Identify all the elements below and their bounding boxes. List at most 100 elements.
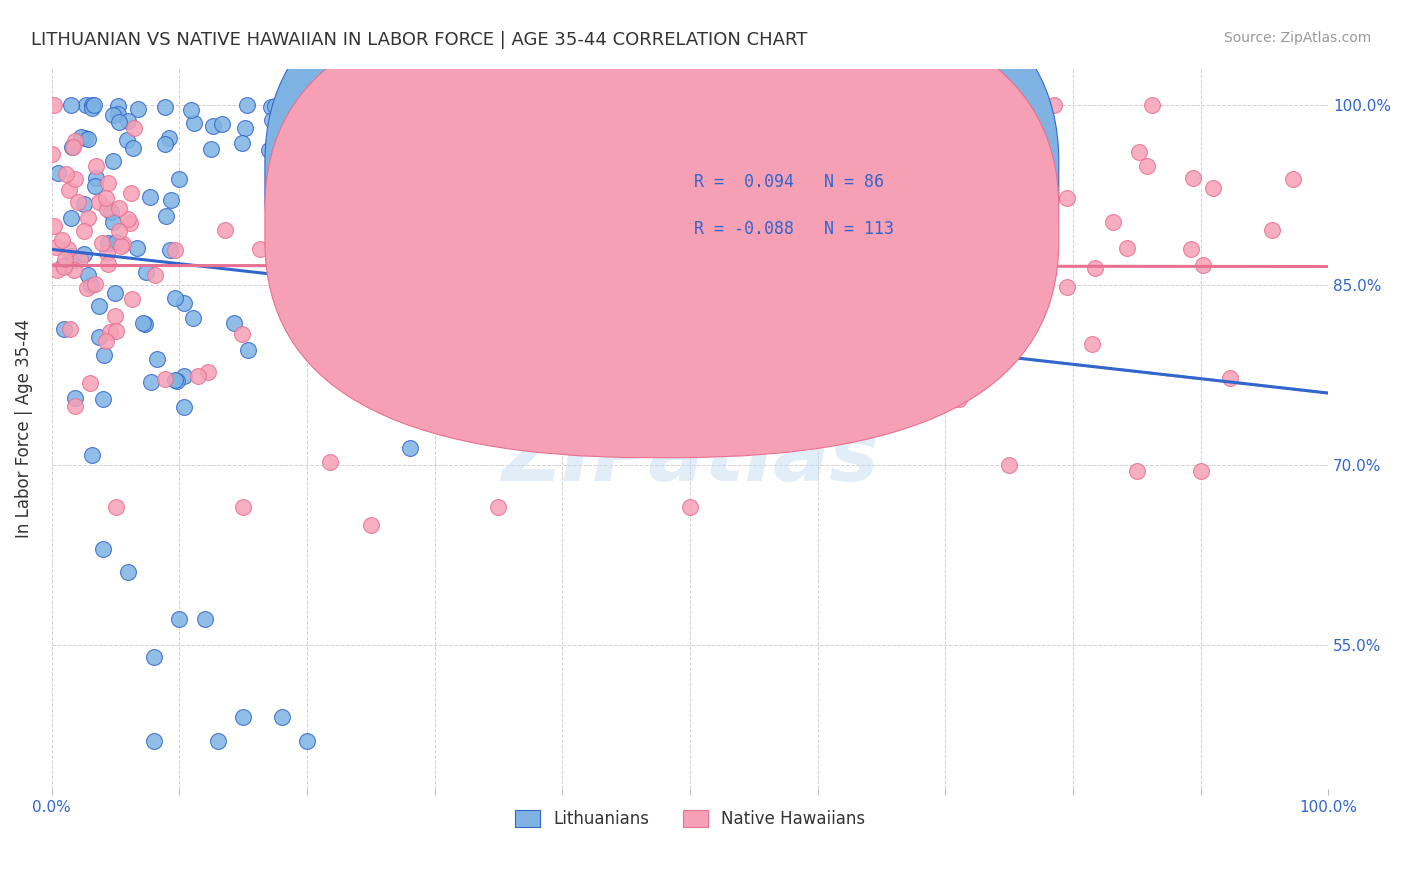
Point <box>63 400 86 414</box>
Point <box>80 448 103 462</box>
Point <box>163 243 186 257</box>
Point <box>163 291 186 305</box>
Point <box>295 734 318 748</box>
Point <box>1084 261 1107 276</box>
Point <box>107 201 129 215</box>
Point <box>813 259 835 273</box>
Y-axis label: In Labor Force | Age 35-44: In Labor Force | Age 35-44 <box>15 319 32 539</box>
Point <box>709 252 731 267</box>
Point <box>153 100 176 114</box>
Point <box>180 103 202 117</box>
Point <box>920 275 942 289</box>
Point <box>91 235 114 250</box>
Point <box>1025 260 1047 275</box>
Point <box>155 209 177 223</box>
Point <box>101 108 124 122</box>
Point <box>45 263 67 277</box>
Point <box>211 117 233 131</box>
Point <box>273 221 295 235</box>
Point <box>80 97 103 112</box>
Point <box>91 541 114 556</box>
Text: R =  0.094   N = 86: R = 0.094 N = 86 <box>693 173 884 191</box>
Point <box>789 135 811 149</box>
Point <box>297 124 319 138</box>
Point <box>157 130 180 145</box>
Point <box>77 132 100 146</box>
Point <box>273 238 295 252</box>
Point <box>1182 170 1205 185</box>
Text: ZIPatlas: ZIPatlas <box>501 417 879 499</box>
Point <box>232 710 254 724</box>
Point <box>249 242 271 256</box>
Point <box>142 734 165 748</box>
Point <box>1202 181 1225 195</box>
Point <box>94 334 117 349</box>
Point <box>1043 97 1066 112</box>
Point <box>56 242 79 256</box>
Point <box>167 171 190 186</box>
Point <box>269 212 291 227</box>
Point <box>1189 464 1212 478</box>
Point <box>308 300 330 314</box>
Point <box>1056 279 1078 293</box>
Point <box>352 339 374 353</box>
Point <box>578 301 600 316</box>
Point <box>721 309 744 323</box>
Point <box>402 326 425 340</box>
Point <box>1135 159 1157 173</box>
Point <box>139 190 162 204</box>
Point <box>63 172 86 186</box>
Point <box>104 500 127 514</box>
Point <box>704 153 727 167</box>
Point <box>77 268 100 283</box>
Point <box>264 99 287 113</box>
Point <box>103 310 125 324</box>
Point <box>121 292 143 306</box>
Point <box>159 243 181 257</box>
Point <box>1128 145 1150 159</box>
Point <box>117 565 139 579</box>
Point <box>97 257 120 271</box>
Point <box>173 369 195 384</box>
Point <box>80 101 103 115</box>
Point <box>45 240 67 254</box>
Point <box>73 247 96 261</box>
Point <box>236 97 259 112</box>
Point <box>153 136 176 151</box>
Point <box>120 186 142 201</box>
Point <box>153 372 176 386</box>
Point <box>619 292 641 306</box>
Point <box>880 102 903 116</box>
Point <box>84 159 107 173</box>
Point <box>87 195 110 210</box>
Point <box>122 121 145 136</box>
Point <box>115 133 138 147</box>
Point <box>117 113 139 128</box>
Point <box>83 179 105 194</box>
Point <box>110 239 132 253</box>
FancyBboxPatch shape <box>620 141 997 260</box>
Point <box>222 316 245 330</box>
Point <box>60 249 83 263</box>
Point <box>890 284 912 298</box>
Text: R = -0.088   N = 113: R = -0.088 N = 113 <box>693 219 894 237</box>
Point <box>323 101 346 115</box>
Point <box>97 176 120 190</box>
Point <box>270 710 292 724</box>
Point <box>108 224 131 238</box>
Point <box>44 97 66 112</box>
Point <box>62 262 84 277</box>
Point <box>197 365 219 379</box>
Point <box>51 234 73 248</box>
Point <box>187 369 209 384</box>
Point <box>1102 215 1125 229</box>
Point <box>740 356 762 370</box>
Point <box>305 143 328 157</box>
Point <box>59 97 82 112</box>
Point <box>94 191 117 205</box>
Point <box>231 326 253 341</box>
Point <box>1011 252 1033 266</box>
Point <box>319 455 342 469</box>
Point <box>1056 191 1078 205</box>
Point <box>146 352 169 367</box>
